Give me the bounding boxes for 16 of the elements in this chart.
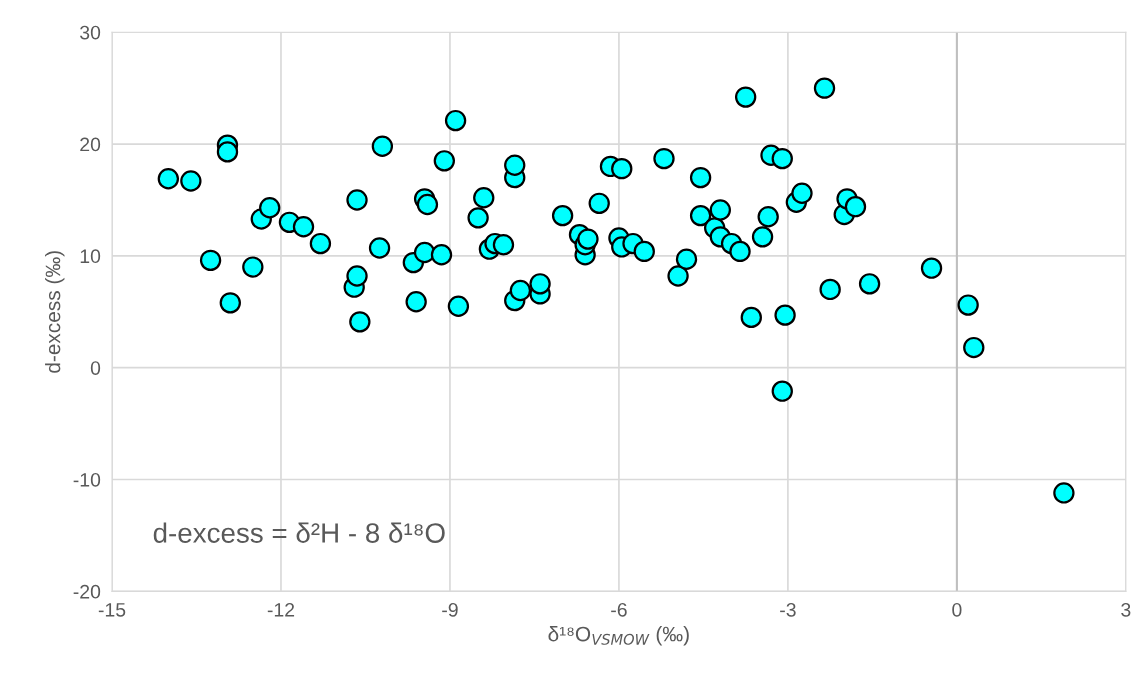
x-tick-label: -15 bbox=[98, 603, 126, 617]
x-tick-label: -6 bbox=[611, 602, 627, 617]
y-tick-label: -10 bbox=[73, 472, 101, 487]
y-tick-label: 20 bbox=[80, 137, 101, 152]
y-tick-label: -20 bbox=[73, 584, 101, 599]
y-tick-label: 30 bbox=[80, 25, 101, 40]
x-tick-label: 3 bbox=[1121, 602, 1131, 617]
x-tick-label: -3 bbox=[780, 602, 796, 617]
x-tick-label: -9 bbox=[442, 602, 458, 617]
x-tick-label: 0 bbox=[952, 602, 962, 617]
x-tick-label: -12 bbox=[267, 602, 295, 617]
y-tick-label: 0 bbox=[90, 361, 101, 375]
y-axis-title: d-excess (‰) bbox=[45, 251, 65, 373]
annotation: d-excess = δ²H - 8 δ¹⁸O bbox=[153, 522, 445, 543]
y-tick-label: 10 bbox=[80, 249, 101, 264]
x-axis-title: δ¹⁸O$_{VSMOW}$ (‰) bbox=[548, 626, 689, 646]
